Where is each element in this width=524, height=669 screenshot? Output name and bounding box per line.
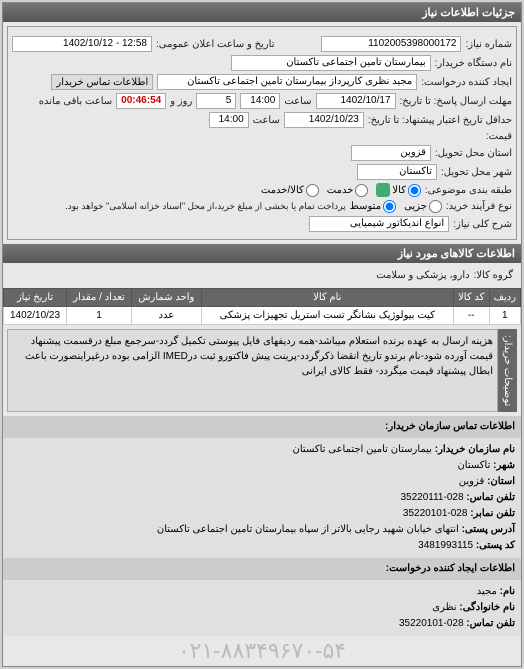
creator-phone-label: تلفن تماس:	[466, 618, 515, 629]
goods-icon	[376, 183, 390, 197]
table-cell: --	[453, 307, 489, 325]
time-label-2: ساعت	[253, 115, 280, 126]
goods-group-label: گروه کالا:	[474, 270, 513, 281]
fax-value: 028-35220101	[403, 508, 468, 519]
deadline-time: 14:00	[240, 93, 280, 109]
footer-phone: ۰۲۱-۸۸۳۴۹۶۷۰-۵۴	[3, 636, 521, 666]
org-label: نام سازمان خریدار:	[435, 444, 515, 455]
buyer-notes-label: توضیحات خریدار:	[498, 329, 517, 412]
postal-label: کد پستی:	[476, 540, 515, 551]
goods-section-title: اطلاعات کالاهای مورد نیاز	[3, 244, 521, 263]
surname-value: نظری	[432, 602, 456, 613]
delivery-city: تاکستان	[357, 164, 437, 180]
col-row: ردیف	[489, 289, 520, 307]
announce-value: 12:58 - 1402/10/12	[12, 36, 152, 52]
phone-value: 028-35220111	[400, 492, 463, 503]
buyer-notes-text: هزینه ارسال به عهده برنده استعلام میباشد…	[7, 329, 498, 412]
postal-value: 3481993115	[418, 540, 473, 551]
process-radio-group: جزیی متوسط	[350, 200, 442, 213]
table-cell: عدد	[131, 307, 201, 325]
table-cell: 1	[67, 307, 132, 325]
org-value: بیمارستان تامین اجتماعی تاکستان	[293, 444, 432, 455]
col-date: تاریخ نیاز	[4, 289, 67, 307]
deadline-label: مهلت ارسال پاسخ: تا تاریخ:	[400, 96, 512, 107]
requester-value: مجید نظری کارپرداز بیمارستان تامین اجتما…	[157, 74, 417, 90]
cat-both-radio[interactable]	[306, 184, 319, 197]
contact-section: اطلاعات تماس سازمان خریدار: نام سازمان خ…	[3, 416, 521, 636]
col-qty: تعداد / مقدار	[67, 289, 132, 307]
goods-group-value: دارو، پزشکی و سلامت	[376, 270, 469, 281]
province-value: قزوین	[459, 476, 485, 487]
panel-title: جزئیات اطلاعات نیاز	[3, 3, 521, 22]
creator-phone-value: 028-35220101	[399, 618, 464, 629]
delivery-city-label: شهر محل تحویل:	[441, 167, 512, 178]
requester-label: ایجاد کننده درخواست:	[421, 77, 512, 88]
announce-label: تاریخ و ساعت اعلان عمومی:	[156, 39, 275, 50]
price-label: قیمت:	[486, 131, 512, 142]
cat-service-radio[interactable]	[355, 184, 368, 197]
process-label: نوع فرآیند خرید:	[446, 201, 512, 212]
name-label: نام:	[500, 586, 515, 597]
proc-medium-option[interactable]: متوسط	[350, 200, 396, 213]
process-note: پرداخت تمام یا بخشی از مبلغ خرید،از محل …	[65, 201, 345, 212]
contact-buyer-button[interactable]: اطلاعات تماس خریدار	[51, 74, 153, 90]
proc-small-option[interactable]: جزیی	[404, 200, 442, 213]
validity-time: 14:00	[209, 112, 249, 128]
general-desc-value: انواع اندیکاتور شیمیایی	[309, 216, 449, 232]
delivery-province-label: استان محل تحویل:	[435, 148, 512, 159]
request-no-value: 1102005398000172	[321, 36, 461, 52]
cat-goods-option[interactable]: کالا	[376, 183, 421, 197]
fax-label: تلفن نمابر:	[470, 508, 515, 519]
table-cell: 1402/10/23	[4, 307, 67, 325]
table-cell: 1	[489, 307, 520, 325]
address-label: آدرس پستی:	[462, 524, 515, 535]
cat-goods-radio[interactable]	[408, 184, 421, 197]
province-label: استان:	[487, 476, 515, 487]
validity-date: 1402/10/23	[284, 112, 364, 128]
request-no-label: شماره نیاز:	[465, 39, 512, 50]
category-label: طبقه بندی موضوعی:	[425, 185, 512, 196]
timer-suffix: ساعت باقی مانده	[39, 96, 112, 107]
city-value: تاکستان	[457, 460, 490, 471]
days-remaining: 5	[196, 93, 236, 109]
cat-service-option[interactable]: خدمت	[327, 184, 369, 197]
goods-table: ردیف کد کالا نام کالا واحد شمارش تعداد /…	[3, 288, 521, 325]
name-value: مجید	[477, 586, 497, 597]
days-suffix: روز و	[170, 96, 192, 107]
validity-label: حداقل تاریخ اعتبار پیشنهاد: تا تاریخ:	[368, 115, 512, 126]
deadline-date: 1402/10/17	[316, 93, 396, 109]
category-radio-group: کالا خدمت کالا/خدمت	[261, 183, 421, 197]
proc-medium-radio[interactable]	[383, 200, 396, 213]
col-unit: واحد شمارش	[131, 289, 201, 307]
surname-label: نام خانوادگی:	[459, 602, 515, 613]
col-code: کد کالا	[453, 289, 489, 307]
proc-small-radio[interactable]	[429, 200, 442, 213]
main-fieldset: شماره نیاز: 1102005398000172 تاریخ و ساع…	[7, 26, 517, 240]
contact-title: اطلاعات تماس سازمان خریدار:	[3, 416, 521, 438]
cat-both-option[interactable]: کالا/خدمت	[261, 184, 319, 197]
general-desc-label: شرح کلی نیاز:	[453, 219, 512, 230]
phone-label: تلفن تماس:	[466, 492, 515, 503]
creator-title: اطلاعات ایجاد کننده درخواست:	[3, 558, 521, 580]
table-row: 1--کیت بیولوژیک نشانگر تست استریل تجهیزا…	[4, 307, 521, 325]
time-label-1: ساعت	[284, 96, 311, 107]
city-label: شهر:	[493, 460, 515, 471]
address-value: انتهای خیابان شهید رجایی بالاتر از سپاه …	[157, 524, 459, 535]
buyer-org-label: نام دستگاه خریدار:	[435, 58, 512, 69]
countdown-timer: 00:46:54	[116, 93, 166, 109]
table-cell: کیت بیولوژیک نشانگر تست استریل تجهیزات پ…	[201, 307, 453, 325]
table-header-row: ردیف کد کالا نام کالا واحد شمارش تعداد /…	[4, 289, 521, 307]
buyer-org-value: بیمارستان تامین اجتماعی تاکستان	[231, 55, 431, 71]
delivery-province: قزوین	[351, 145, 431, 161]
col-name: نام کالا	[201, 289, 453, 307]
